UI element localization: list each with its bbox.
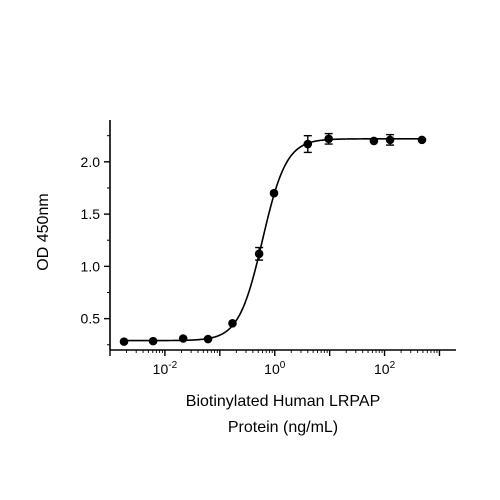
data-point [254,249,264,259]
data-point [203,334,213,344]
data-point [148,336,158,346]
fit-curve [121,138,423,342]
data-point [269,188,279,198]
x-axis-title-line-2: Protein (ng/mL) [228,419,338,436]
x-tick-label: 100 [264,360,286,377]
data-point [178,334,188,343]
x-axis: 10-2 100 102 [109,349,456,377]
y-axis: 0.5 1.0 1.5 2.0 [81,120,111,350]
y-tick-label: 0.5 [81,311,101,327]
data-points [119,132,427,346]
data-point [417,135,427,145]
data-point [303,139,313,149]
data-point [119,337,129,346]
y-tick-label: 2.0 [81,154,101,170]
data-point [369,136,379,146]
x-tick-label: 10-2 [153,360,178,377]
x-axis-title-line-1: Biotinylated Human LRPAP [186,393,380,410]
y-tick-label: 1.0 [81,258,101,274]
y-axis-title: OD 450nm [35,193,52,270]
x-tick-label: 102 [374,360,396,377]
y-tick-label: 1.5 [81,206,101,222]
data-point [385,135,395,145]
data-point [324,134,333,144]
data-point [228,319,237,328]
